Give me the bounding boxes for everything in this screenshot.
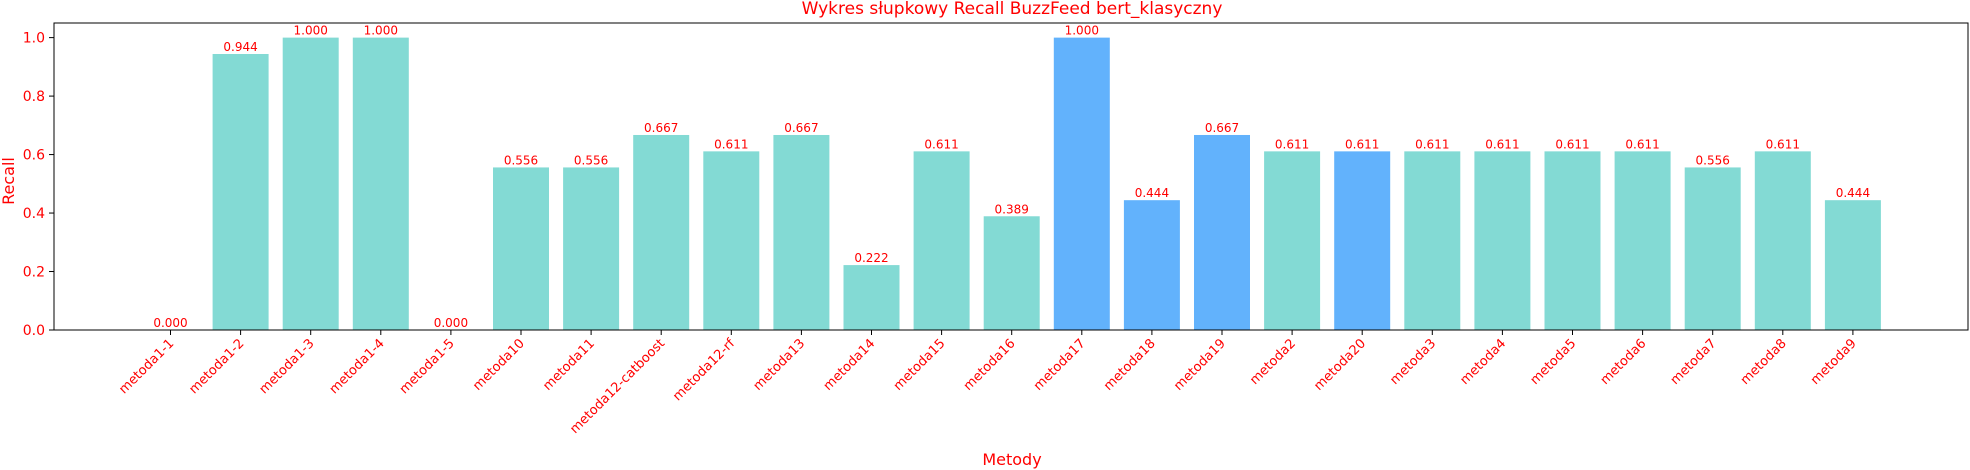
- x-tick-label: metoda14: [821, 336, 879, 394]
- bar-value-label: 0.667: [784, 121, 818, 135]
- bar-metoda14: [843, 265, 900, 330]
- bar-metoda10: [493, 167, 549, 330]
- bar-value-label: 0.611: [1275, 137, 1309, 151]
- bars-group: [212, 37, 1881, 331]
- x-tick-label: metoda1-2: [186, 336, 247, 397]
- x-tick-label: metoda1-5: [397, 336, 458, 397]
- bar-value-label: 0.611: [1555, 137, 1589, 151]
- bar-value-label: 0.611: [1415, 137, 1449, 151]
- bar-metoda1-2: [212, 53, 269, 331]
- chart-title: Wykres słupkowy Recall BuzzFeed bert_kla…: [802, 0, 1223, 19]
- bar-value-label: 0.556: [1696, 153, 1730, 167]
- y-axis-label: Recall: [0, 157, 18, 205]
- x-tick-label: metoda12-rf: [670, 336, 738, 404]
- bar-value-label: 0.000: [153, 316, 187, 330]
- y-tick-label: 0.0: [23, 323, 45, 339]
- x-tick-label: metoda19: [1171, 336, 1229, 394]
- bar-value-label: 1.000: [364, 24, 398, 38]
- bar-metoda17: [1053, 37, 1110, 330]
- bar-metoda15: [913, 151, 970, 330]
- bar-value-label: 0.556: [574, 153, 608, 167]
- bar-value-label: 0.000: [434, 316, 468, 330]
- y-tick-label: 0.4: [23, 206, 45, 222]
- x-tick-label: metoda13: [751, 336, 809, 394]
- bar-metoda3: [1404, 151, 1461, 330]
- bar-metoda5: [1544, 151, 1601, 330]
- x-tick-label: metoda4: [1457, 336, 1509, 388]
- bar-metoda2: [1264, 151, 1321, 330]
- x-tick-label: metoda1-1: [116, 336, 177, 397]
- x-tick-label: metoda6: [1598, 336, 1650, 388]
- x-tick-label: metoda17: [1031, 336, 1089, 394]
- bar-value-label: 0.667: [1205, 121, 1239, 135]
- plot-frame: [53, 22, 1969, 331]
- bar-metoda20: [1334, 151, 1391, 330]
- bar-metoda9: [1824, 200, 1881, 330]
- x-tick-label: metoda18: [1101, 336, 1159, 394]
- bar-value-label: 0.611: [1345, 137, 1379, 151]
- bar-metoda19: [1194, 134, 1250, 330]
- bar-metoda18: [1123, 200, 1180, 330]
- bar-metoda16: [983, 216, 1040, 330]
- y-ticks-group: 0.0 0.2 0.4 0.6 0.8 1.0: [23, 31, 54, 339]
- x-tick-label: metoda10: [470, 336, 528, 394]
- x-tick-label: metoda7: [1668, 336, 1720, 388]
- x-tick-label: metoda5: [1528, 336, 1580, 388]
- x-tick-label: metoda8: [1738, 336, 1790, 388]
- bar-metoda12-catboost: [633, 134, 690, 330]
- bar-value-label: 0.611: [1485, 137, 1519, 151]
- bar-metoda6: [1614, 151, 1671, 330]
- bar-value-label: 0.389: [995, 202, 1029, 216]
- bar-value-label: 0.556: [504, 153, 538, 167]
- x-tick-label: metoda15: [891, 336, 949, 394]
- x-tick-label: metoda3: [1387, 336, 1439, 388]
- bar-value-label: 1.000: [1065, 24, 1099, 38]
- y-tick-label: 0.8: [23, 89, 45, 105]
- bar-value-label: 0.611: [714, 137, 748, 151]
- y-tick-label: 0.2: [23, 265, 45, 281]
- x-axis-label: Metody: [982, 450, 1041, 469]
- bar-metoda1-3: [282, 37, 339, 330]
- x-tick-label: metoda20: [1311, 336, 1369, 394]
- bar-metoda11: [563, 167, 620, 330]
- bar-value-label: 0.611: [924, 137, 958, 151]
- bar-value-label: 0.444: [1836, 186, 1870, 200]
- bar-value-label: 0.667: [644, 121, 678, 135]
- bar-labels-group: 0.000 0.944 1.000 1.000 0.000 0.556 0.556 0.667…: [153, 24, 1870, 330]
- bar-value-label: 1.000: [294, 24, 328, 38]
- bar-metoda13: [773, 134, 830, 330]
- x-tick-label: metoda9: [1808, 336, 1860, 388]
- bar-metoda8: [1754, 151, 1811, 330]
- bar-metoda4: [1474, 151, 1531, 330]
- y-tick-label: 1.0: [23, 31, 45, 47]
- x-ticks-group: metoda1-1 metoda1-2 metoda1-3 metoda1-4 meto…: [116, 330, 1860, 437]
- bar-value-label: 0.611: [1766, 137, 1800, 151]
- x-tick-label: metoda2: [1247, 336, 1299, 388]
- bar-value-label: 0.222: [854, 251, 888, 265]
- bar-metoda7: [1684, 167, 1741, 330]
- bar-metoda12-rf: [703, 151, 760, 330]
- bar-value-label: 0.944: [223, 40, 257, 54]
- bar-value-label: 0.611: [1625, 137, 1659, 151]
- bar-value-label: 0.444: [1135, 186, 1169, 200]
- y-tick-label: 0.6: [23, 148, 45, 164]
- x-tick-label: metoda16: [961, 336, 1019, 394]
- x-tick-label: metoda11: [540, 336, 598, 394]
- x-tick-label: metoda1-3: [257, 336, 318, 397]
- x-tick-label: metoda1-4: [327, 336, 388, 397]
- bar-metoda1-4: [352, 37, 409, 330]
